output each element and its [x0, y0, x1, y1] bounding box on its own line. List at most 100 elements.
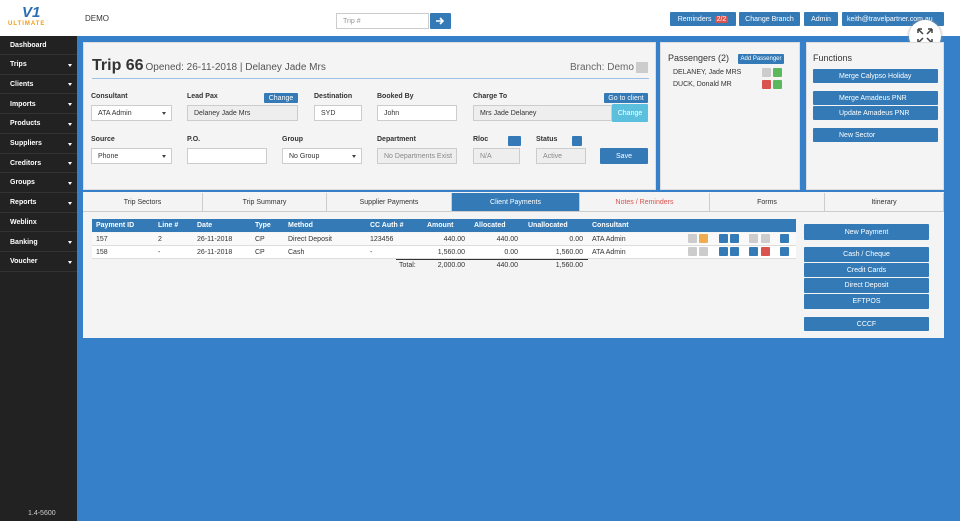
- change-charge-button[interactable]: Change: [612, 104, 648, 122]
- sidebar-item[interactable]: Reports: [0, 194, 77, 213]
- search-button[interactable]: [430, 13, 451, 29]
- source-select[interactable]: Phone: [91, 148, 172, 164]
- sidebar-label: Weblinx: [10, 218, 37, 226]
- status-button[interactable]: [572, 136, 582, 146]
- table-cell: 1,560.00: [555, 249, 583, 256]
- payment-button[interactable]: CCCF: [804, 317, 929, 331]
- tab[interactable]: Forms: [710, 193, 825, 212]
- sidebar-item[interactable]: Trips: [0, 56, 77, 75]
- button-label: Change: [268, 94, 294, 102]
- sidebar-item[interactable]: Creditors: [0, 154, 77, 174]
- po-input[interactable]: [187, 148, 267, 164]
- passenger-name[interactable]: DELANEY, Jade MRS: [673, 69, 742, 76]
- remove-passenger[interactable]: [762, 68, 771, 77]
- tab[interactable]: Trip Sectors: [83, 193, 203, 212]
- row-action[interactable]: [688, 247, 697, 256]
- group-select[interactable]: No Group: [282, 148, 362, 164]
- row-action[interactable]: [719, 247, 728, 256]
- tab[interactable]: Notes / Reminders: [580, 193, 710, 212]
- payment-button[interactable]: Cash / Cheque: [804, 247, 929, 262]
- row-action[interactable]: [699, 247, 708, 256]
- sidebar-item[interactable]: Suppliers: [0, 135, 77, 154]
- change-branch-button[interactable]: Change Branch: [739, 12, 800, 26]
- sidebar-item[interactable]: Dashboard: [0, 36, 77, 55]
- row-action[interactable]: [780, 234, 789, 243]
- function-button[interactable]: New Sector: [813, 128, 938, 142]
- logo[interactable]: V1 ULTIMATE: [6, 4, 76, 34]
- column-header: Allocated: [474, 222, 506, 229]
- edit-branch[interactable]: [636, 62, 648, 73]
- payment-button[interactable]: Direct Deposit: [804, 278, 929, 293]
- row-action[interactable]: [730, 234, 739, 243]
- function-button[interactable]: Merge Calypso Holiday: [813, 69, 938, 83]
- destination-input[interactable]: SYD: [314, 105, 362, 121]
- field-label: Status: [536, 136, 558, 143]
- function-button[interactable]: Update Amadeus PNR: [813, 106, 938, 120]
- field-value: SYD: [321, 109, 336, 117]
- payment-button[interactable]: EFTPOS: [804, 294, 929, 309]
- rloc-button[interactable]: [508, 136, 521, 146]
- passenger-name[interactable]: DUCK, Donald MR: [673, 81, 732, 88]
- column-header: Unallocated: [528, 222, 568, 229]
- payment-button[interactable]: New Payment: [804, 224, 929, 240]
- reminder-count: 2/2: [714, 15, 729, 23]
- column-header: CC Auth #: [370, 222, 404, 229]
- row-action[interactable]: [699, 234, 708, 243]
- consultant-select[interactable]: ATA Admin: [91, 105, 172, 121]
- logo-text: V1: [22, 4, 41, 21]
- row-action[interactable]: [780, 247, 789, 256]
- tab[interactable]: Trip Summary: [203, 193, 327, 212]
- booked-by-input[interactable]: John: [377, 105, 457, 121]
- save-button[interactable]: Save: [600, 148, 648, 164]
- row-action[interactable]: [730, 247, 739, 256]
- tab[interactable]: Supplier Payments: [327, 193, 452, 212]
- button-label: Merge Amadeus PNR: [839, 94, 907, 102]
- trip-search[interactable]: Trip #: [336, 13, 429, 29]
- sidebar-item[interactable]: Imports: [0, 95, 77, 115]
- edit-passenger[interactable]: [773, 68, 782, 77]
- button-label: Direct Deposit: [844, 282, 889, 289]
- row-action[interactable]: [761, 247, 770, 256]
- table-cell: -: [158, 249, 161, 256]
- remove-passenger[interactable]: [762, 80, 771, 89]
- field-label: Source: [91, 136, 115, 143]
- tab[interactable]: Itinerary: [825, 193, 944, 212]
- go-to-client-button[interactable]: Go to client: [604, 93, 648, 103]
- sidebar-item[interactable]: Voucher: [0, 253, 77, 272]
- row-action[interactable]: [761, 234, 770, 243]
- row-action[interactable]: [719, 234, 728, 243]
- tab[interactable]: Client Payments: [452, 193, 580, 212]
- table-cell: ATA Admin: [592, 236, 626, 243]
- reminders-button[interactable]: Reminders 2/2: [670, 12, 736, 26]
- column-header: Date: [197, 222, 213, 229]
- payment-button[interactable]: Credit Cards: [804, 263, 929, 277]
- edit-passenger[interactable]: [773, 80, 782, 89]
- table-cell: 1,560.00: [437, 249, 465, 256]
- row-action[interactable]: [749, 234, 758, 243]
- sidebar-item[interactable]: Groups: [0, 174, 77, 193]
- total-value: 1,560.00: [555, 262, 583, 269]
- field-label: Consultant: [91, 93, 128, 100]
- table-cell: 123456: [370, 236, 394, 243]
- sidebar-item[interactable]: Clients: [0, 75, 77, 95]
- sidebar-item[interactable]: Weblinx: [0, 213, 77, 233]
- sidebar-label: Dashboard: [10, 41, 47, 49]
- total-line: [396, 259, 588, 260]
- function-button[interactable]: Merge Amadeus PNR: [813, 91, 938, 105]
- column-header: Payment ID: [96, 222, 135, 229]
- admin-button[interactable]: Admin: [804, 12, 838, 26]
- sidebar-item[interactable]: Products: [0, 115, 77, 134]
- column-header: Line #: [158, 222, 179, 229]
- sidebar-label: Suppliers: [10, 140, 42, 147]
- change-branch-label: Change Branch: [745, 15, 794, 23]
- add-passenger-button[interactable]: Add Passenger: [738, 54, 784, 64]
- table-cell: 440.00: [443, 236, 465, 243]
- change-lead-button[interactable]: Change: [264, 93, 298, 103]
- table-cell: 158: [96, 249, 108, 256]
- row-action[interactable]: [688, 234, 697, 243]
- field-label: Group: [282, 136, 303, 143]
- row-action[interactable]: [749, 247, 758, 256]
- field-value: No Group: [289, 152, 320, 160]
- field-label: Destination: [314, 93, 353, 100]
- sidebar-item[interactable]: Banking: [0, 233, 77, 252]
